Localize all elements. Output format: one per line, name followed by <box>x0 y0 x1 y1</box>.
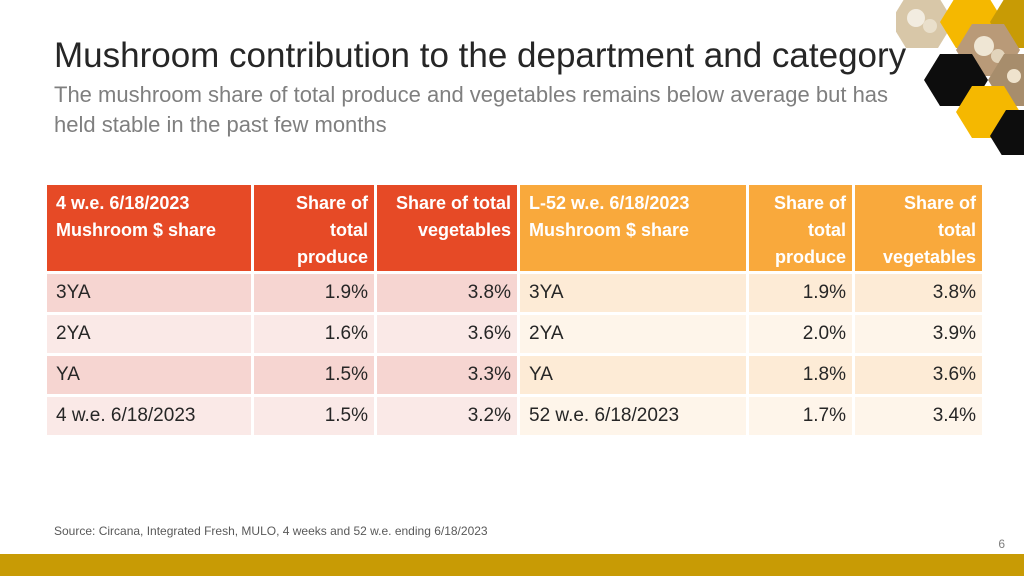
share-produce-value: 1.5% <box>254 397 374 435</box>
share-produce-value: 1.9% <box>749 274 852 312</box>
slide-subtitle: The mushroom share of total produce and … <box>54 82 889 137</box>
share-produce-value: 1.8% <box>749 356 852 394</box>
table-row: 52 w.e. 6/18/2023 1.7% 3.4% <box>520 397 982 435</box>
share-produce-value: 1.7% <box>749 397 852 435</box>
table-row: 2YA 2.0% 3.9% <box>520 315 982 353</box>
share-produce-value: 1.9% <box>254 274 374 312</box>
row-label: 3YA <box>520 274 746 312</box>
table-header-row: L-52 w.e. 6/18/2023 Mushroom $ share Sha… <box>520 185 982 271</box>
row-label: 3YA <box>47 274 251 312</box>
column-header-share-vegetables: Share of total vegetables <box>855 185 982 271</box>
share-vegetables-value: 3.4% <box>855 397 982 435</box>
footer-bar <box>0 554 1024 576</box>
column-header-period: 4 w.e. 6/18/2023 Mushroom $ share <box>47 185 251 271</box>
share-vegetables-value: 3.6% <box>377 315 517 353</box>
row-label: 2YA <box>47 315 251 353</box>
table-row: 2YA 1.6% 3.6% <box>47 315 517 353</box>
row-label: 2YA <box>520 315 746 353</box>
page-number: 6 <box>998 537 1005 551</box>
column-header-share-produce: Share of total produce <box>254 185 374 271</box>
fifty-two-week-share-table: L-52 w.e. 6/18/2023 Mushroom $ share Sha… <box>517 182 985 438</box>
share-vegetables-value: 3.6% <box>855 356 982 394</box>
column-header-period: L-52 w.e. 6/18/2023 Mushroom $ share <box>520 185 746 271</box>
share-produce-value: 1.6% <box>254 315 374 353</box>
column-header-share-vegetables: Share of total vegetables <box>377 185 517 271</box>
table-row: YA 1.8% 3.6% <box>520 356 982 394</box>
row-label: 4 w.e. 6/18/2023 <box>47 397 251 435</box>
slide-title: Mushroom contribution to the department … <box>54 36 907 75</box>
row-label: YA <box>47 356 251 394</box>
table-row: 3YA 1.9% 3.8% <box>520 274 982 312</box>
share-vegetables-value: 3.8% <box>377 274 517 312</box>
hexagon-mushroom-photo-collage-icon <box>896 0 1024 155</box>
share-vegetables-value: 3.3% <box>377 356 517 394</box>
row-label: YA <box>520 356 746 394</box>
share-vegetables-value: 3.2% <box>377 397 517 435</box>
table-row: YA 1.5% 3.3% <box>47 356 517 394</box>
share-vegetables-value: 3.8% <box>855 274 982 312</box>
share-produce-value: 1.5% <box>254 356 374 394</box>
share-produce-value: 2.0% <box>749 315 852 353</box>
source-note: Source: Circana, Integrated Fresh, MULO,… <box>54 524 488 538</box>
table-row: 4 w.e. 6/18/2023 1.5% 3.2% <box>47 397 517 435</box>
row-label: 52 w.e. 6/18/2023 <box>520 397 746 435</box>
column-header-share-produce: Share of total produce <box>749 185 852 271</box>
share-vegetables-value: 3.9% <box>855 315 982 353</box>
four-week-share-table: 4 w.e. 6/18/2023 Mushroom $ share Share … <box>44 182 520 438</box>
table-row: 3YA 1.9% 3.8% <box>47 274 517 312</box>
table-header-row: 4 w.e. 6/18/2023 Mushroom $ share Share … <box>47 185 517 271</box>
